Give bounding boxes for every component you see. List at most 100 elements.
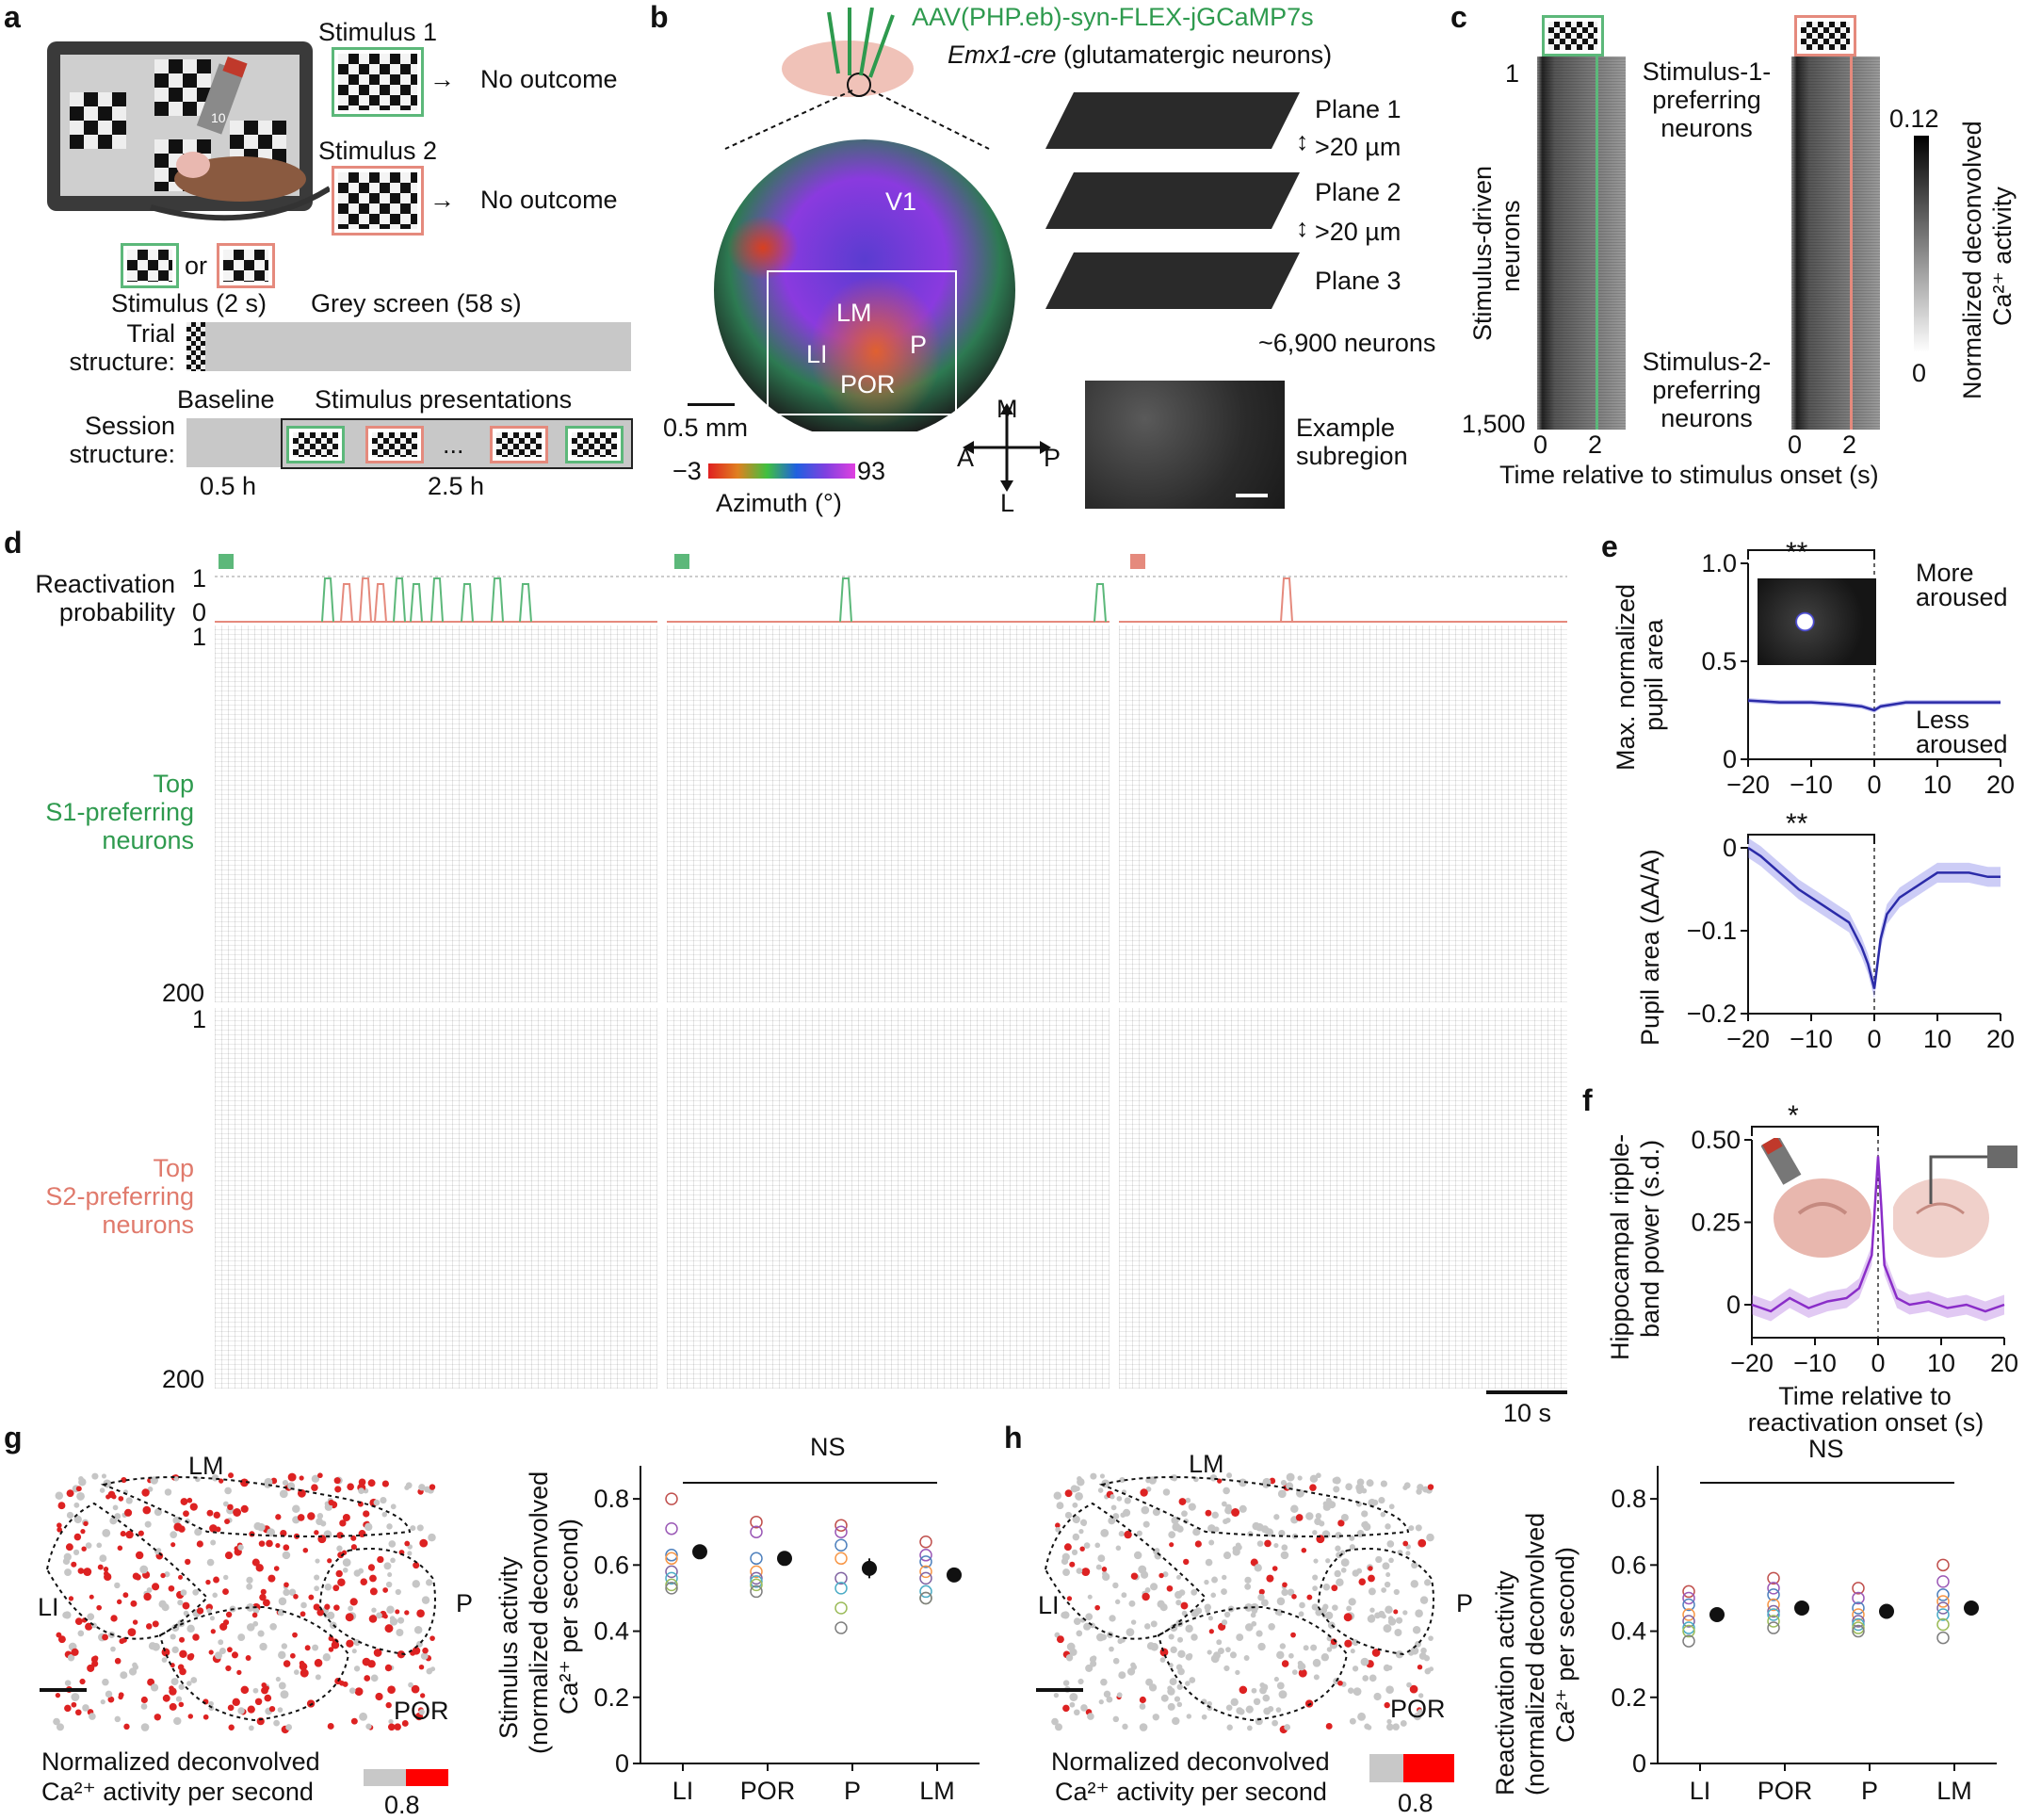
neuron-dot [183,1510,189,1518]
neuron-dot [1064,1511,1073,1519]
neuron-dot [1305,1512,1314,1520]
neuron-dot [1136,1530,1142,1536]
neuron-dot [107,1696,115,1703]
neuron-dot [314,1574,320,1581]
arrow-1: → [429,65,455,93]
neuron-dot [267,1574,276,1583]
neuron-dot [1244,1603,1254,1612]
neuron-dot [1119,1476,1126,1484]
neuron-dot [1236,1633,1244,1642]
neuron-dot [394,1723,401,1731]
animal-point [834,1552,848,1566]
neuron-dot [1340,1558,1350,1568]
neuron-dot [1284,1724,1291,1731]
neuron-dot [190,1677,198,1683]
neuron-dot [1212,1651,1221,1660]
g-area-p: P [456,1589,474,1617]
animal-point [750,1584,763,1599]
neuron-dot [1259,1682,1265,1688]
mean-point [777,1551,792,1567]
neuron-dot [1112,1715,1120,1723]
neuron-dot [192,1588,200,1596]
neuron-dot [1098,1699,1104,1705]
h-area-p: P [1456,1589,1474,1617]
map-scalebar [688,403,735,406]
c-xtick-2a: 2 [1588,431,1603,459]
neuron-dot [1069,1561,1076,1568]
neuron-dot [1361,1510,1369,1518]
neuron-dot [1144,1587,1151,1593]
neuron-dot [1272,1566,1278,1571]
neuron-dot [83,1568,92,1577]
neuron-dot [1139,1723,1148,1731]
virus-label: AAV(PHP.eb)-syn-FLEX-jGCaMP7s [912,3,1314,31]
neuron-dot [162,1694,170,1702]
neuron-dot [1356,1568,1363,1574]
neuron-dot [411,1684,420,1694]
animal-point [834,1525,848,1538]
animal-point [665,1582,678,1595]
plane-spacing-1: >20 µm [1315,133,1401,161]
animal-point [919,1549,932,1562]
neuron-dot [1265,1528,1274,1537]
neuron-dot [1252,1521,1260,1531]
neuron-dot [1167,1702,1175,1711]
animal-point [750,1525,763,1538]
neuron-dot [350,1717,358,1725]
neuron-dot [179,1636,186,1643]
neuron-dot [1208,1629,1214,1634]
neuron-dot [1388,1557,1394,1564]
h-area-lm: LM [1189,1450,1224,1478]
neuron-dot [209,1616,215,1621]
neuron-dot [1207,1616,1213,1621]
neuron-dot [1272,1719,1278,1727]
neuron-dot [85,1542,92,1549]
neuron-dot [413,1625,423,1634]
neuron-dot [62,1557,71,1566]
panel-label-h: h [1004,1421,1023,1454]
neuron-dot [224,1552,234,1560]
neuron-dot [1336,1578,1344,1586]
neuron-dot [1207,1524,1216,1533]
neuron-dot [160,1572,166,1579]
neuron-dot [246,1583,253,1590]
neuron-dot [227,1503,234,1511]
neuron-dot [1205,1558,1213,1567]
neuron-dot [1420,1647,1427,1654]
neuron-dot [1055,1527,1061,1533]
neuron-dot [420,1693,426,1698]
animal-point [665,1552,678,1566]
d-stim1-marker-1 [219,554,234,569]
neuron-dot [55,1491,64,1501]
neuron-dot [300,1601,307,1609]
neuron-dot [1347,1687,1354,1694]
neuron-dot [111,1494,117,1500]
neuron-dot [75,1486,82,1492]
x-tick-label: 20 [1986,771,2015,799]
map-area-por: POR [840,370,896,398]
neuron-dot [1191,1633,1198,1641]
neuron-dot [66,1511,74,1519]
neuron-dot [173,1522,183,1532]
neuron-dot [1276,1682,1285,1690]
neuron-dot [57,1527,62,1533]
neuron-dot [77,1568,85,1574]
neuron-dot [1072,1515,1080,1524]
animal-point [1682,1591,1695,1605]
neuron-dot [292,1632,298,1638]
neuron-dot [1378,1497,1385,1504]
neuron-dot [1369,1607,1375,1613]
neuron-dot [1251,1607,1258,1615]
y-tick-label: 0.8 [593,1485,629,1513]
neuron-dot [1368,1566,1373,1571]
neuron-dot [1110,1504,1117,1511]
neuron-dot [428,1533,436,1542]
panel-label-c: c [1450,0,1467,34]
neuron-dot [1177,1636,1184,1643]
animal-point [1936,1595,1950,1608]
neuron-dot [1183,1558,1190,1566]
neuron-dot [122,1592,129,1599]
neuron-dot [1303,1645,1309,1651]
x-tick-label: 20 [1986,1025,2015,1053]
neuron-dot [1245,1705,1254,1714]
